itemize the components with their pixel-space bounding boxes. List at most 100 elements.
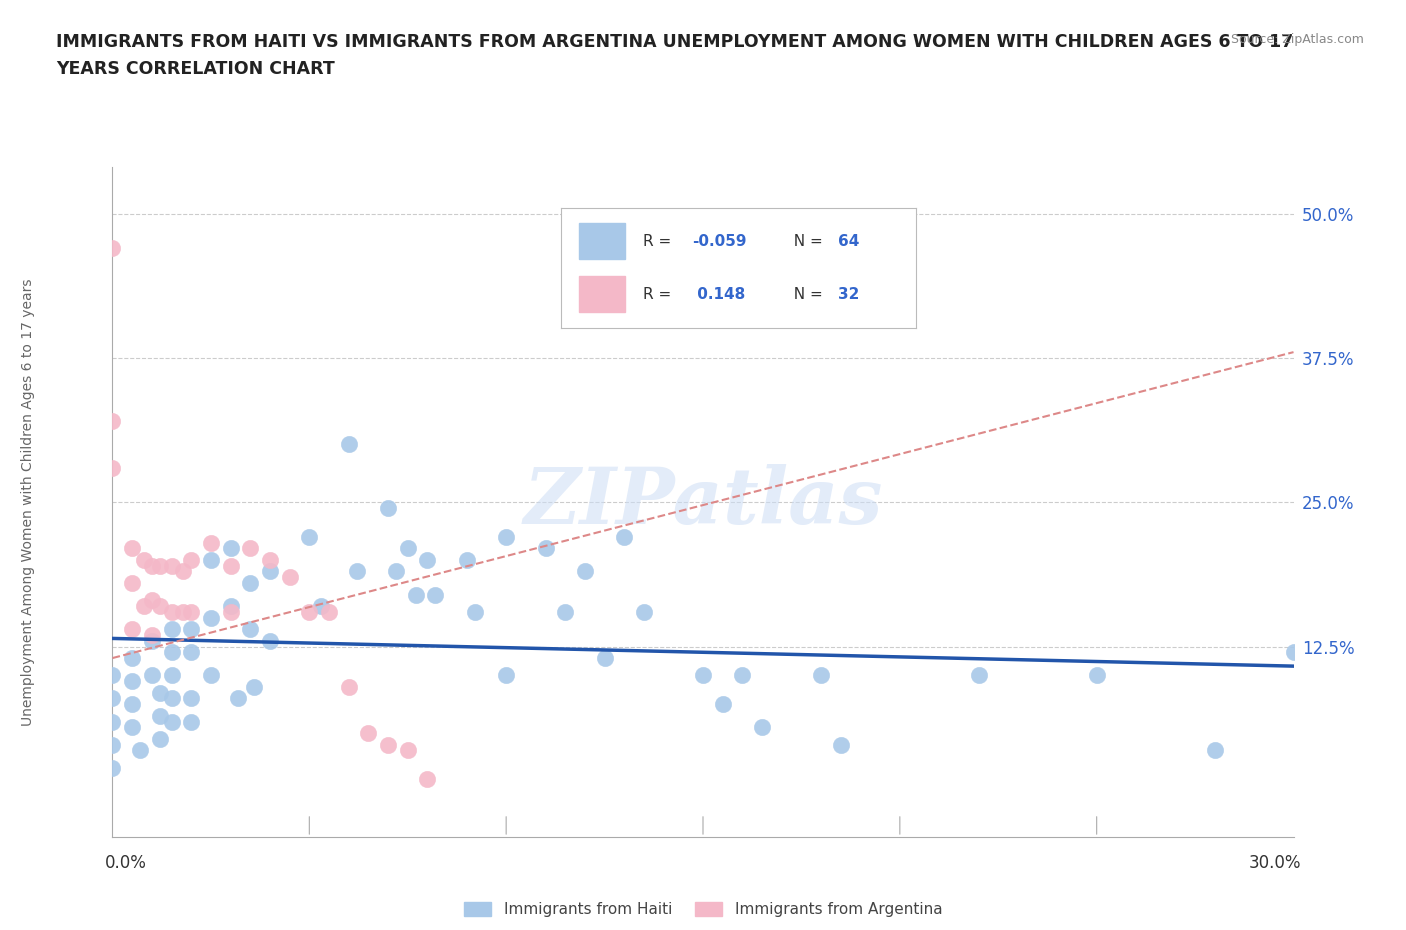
Text: Source: ZipAtlas.com: Source: ZipAtlas.com: [1230, 33, 1364, 46]
Point: [298, 529, 321, 544]
Point: [228, 691, 250, 706]
Point: [121, 651, 143, 666]
Point: [200, 535, 222, 550]
Point: [149, 709, 172, 724]
Point: [239, 576, 262, 591]
Point: [337, 437, 360, 452]
Point: [967, 668, 990, 683]
Text: Unemployment Among Women with Children Ages 6 to 17 years: Unemployment Among Women with Children A…: [21, 278, 35, 726]
Point: [830, 737, 852, 752]
Point: [554, 604, 576, 619]
Point: [160, 668, 183, 683]
Point: [1085, 668, 1108, 683]
Text: ZIPatlas: ZIPatlas: [523, 464, 883, 540]
Point: [141, 633, 163, 648]
Point: [298, 604, 321, 619]
Point: [593, 651, 616, 666]
Point: [243, 680, 266, 695]
Point: [121, 697, 143, 711]
Point: [219, 604, 242, 619]
Point: [464, 604, 486, 619]
Text: 30.0%: 30.0%: [1249, 855, 1302, 872]
Point: [692, 668, 714, 683]
Point: [129, 743, 152, 758]
Point: [416, 772, 439, 787]
Point: [132, 552, 155, 567]
Point: [633, 604, 655, 619]
Point: [121, 673, 143, 688]
Point: [101, 460, 124, 475]
Point: [278, 570, 301, 585]
Point: [456, 552, 478, 567]
Point: [219, 541, 242, 556]
Point: [160, 714, 183, 729]
Point: [160, 622, 183, 637]
Point: [172, 564, 194, 578]
Point: [1204, 743, 1226, 758]
Point: [141, 628, 163, 643]
Point: [121, 576, 143, 591]
Point: [200, 610, 222, 625]
Text: IMMIGRANTS FROM HAITI VS IMMIGRANTS FROM ARGENTINA UNEMPLOYMENT AMONG WOMEN WITH: IMMIGRANTS FROM HAITI VS IMMIGRANTS FROM…: [56, 33, 1294, 50]
Point: [121, 720, 143, 735]
Point: [396, 743, 419, 758]
Point: [180, 604, 202, 619]
Point: [731, 668, 754, 683]
Point: [160, 691, 183, 706]
Point: [495, 529, 517, 544]
Point: [219, 599, 242, 614]
Point: [101, 414, 124, 429]
Point: [385, 564, 408, 578]
Point: [141, 593, 163, 608]
Point: [337, 680, 360, 695]
Point: [141, 668, 163, 683]
Point: [160, 558, 183, 573]
Point: [405, 587, 427, 602]
Point: [180, 552, 202, 567]
Point: [574, 564, 596, 578]
Point: [101, 691, 124, 706]
Point: [200, 668, 222, 683]
Point: [121, 622, 143, 637]
Point: [101, 714, 124, 729]
Text: 0.0%: 0.0%: [104, 855, 146, 872]
Point: [309, 599, 332, 614]
Point: [121, 541, 143, 556]
Point: [149, 685, 172, 700]
Point: [200, 552, 222, 567]
Point: [377, 500, 399, 515]
Point: [219, 558, 242, 573]
Point: [101, 668, 124, 683]
Point: [259, 633, 281, 648]
Text: YEARS CORRELATION CHART: YEARS CORRELATION CHART: [56, 60, 335, 78]
Point: [239, 541, 262, 556]
Point: [357, 725, 380, 740]
Point: [346, 564, 368, 578]
Point: [425, 587, 447, 602]
Point: [1282, 644, 1305, 659]
Point: [416, 552, 439, 567]
Point: [711, 697, 734, 711]
Point: [180, 622, 202, 637]
Point: [259, 552, 281, 567]
Point: [160, 644, 183, 659]
Point: [101, 737, 124, 752]
Legend: Immigrants from Haiti, Immigrants from Argentina: Immigrants from Haiti, Immigrants from A…: [458, 896, 948, 923]
Point: [132, 599, 155, 614]
Point: [101, 241, 124, 256]
Point: [149, 731, 172, 746]
Point: [318, 604, 340, 619]
Point: [180, 691, 202, 706]
Point: [180, 714, 202, 729]
Point: [101, 761, 124, 776]
Point: [172, 604, 194, 619]
Point: [613, 529, 636, 544]
Point: [149, 558, 172, 573]
Point: [160, 604, 183, 619]
Point: [141, 558, 163, 573]
Point: [495, 668, 517, 683]
Point: [180, 644, 202, 659]
Point: [149, 599, 172, 614]
Point: [239, 622, 262, 637]
Point: [810, 668, 832, 683]
